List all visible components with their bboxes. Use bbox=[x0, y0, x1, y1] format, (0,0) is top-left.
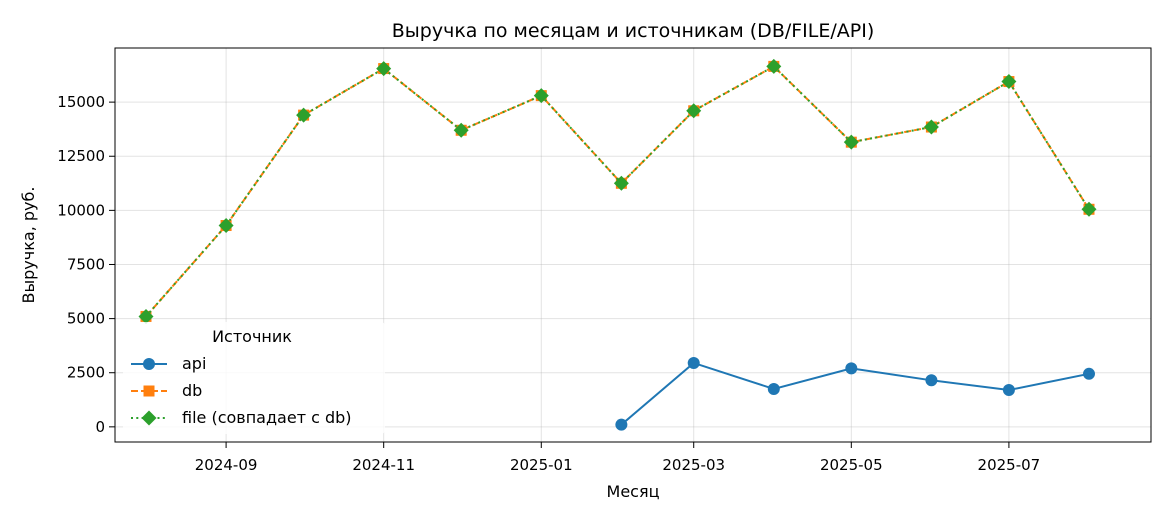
y-tick-label: 15000 bbox=[57, 93, 105, 111]
data-point bbox=[1001, 74, 1017, 90]
y-tick-label: 7500 bbox=[67, 255, 105, 273]
y-tick-label: 12500 bbox=[57, 147, 105, 165]
data-point bbox=[1081, 201, 1097, 217]
data-point bbox=[453, 122, 469, 138]
y-tick-label: 5000 bbox=[67, 310, 105, 328]
data-point bbox=[218, 218, 234, 234]
data-point bbox=[923, 119, 939, 135]
series-file bbox=[138, 58, 1097, 324]
data-point bbox=[687, 356, 700, 369]
legend-swatch-marker bbox=[143, 385, 155, 397]
data-point bbox=[615, 418, 628, 431]
x-tick-label: 2024-11 bbox=[352, 456, 415, 474]
x-tick-label: 2025-05 bbox=[820, 456, 883, 474]
data-point bbox=[925, 374, 938, 387]
legend-swatch-marker bbox=[141, 410, 157, 426]
y-tick-label: 2500 bbox=[67, 364, 105, 382]
data-point bbox=[1082, 367, 1095, 380]
x-tick-label: 2025-07 bbox=[978, 456, 1041, 474]
legend-item: db bbox=[131, 381, 202, 400]
legend-items: api db file (совпадает с db) bbox=[131, 354, 352, 427]
data-point bbox=[533, 88, 549, 104]
x-tick-label: 2025-01 bbox=[510, 456, 573, 474]
series-layer bbox=[138, 58, 1097, 431]
data-point bbox=[686, 103, 702, 119]
data-point bbox=[766, 58, 782, 74]
plot-frame bbox=[114, 47, 1152, 443]
y-tick-label: 10000 bbox=[57, 201, 105, 219]
legend-title: Источник bbox=[212, 327, 292, 346]
data-point bbox=[843, 134, 859, 150]
legend-item: api bbox=[131, 354, 206, 373]
y-tick-label: 0 bbox=[95, 418, 105, 436]
data-point bbox=[138, 308, 154, 324]
chart-title: Выручка по месяцам и источникам (DB/FILE… bbox=[392, 20, 875, 42]
legend-label: file (совпадает с db) bbox=[182, 408, 352, 427]
x-tick-label: 2025-03 bbox=[662, 456, 725, 474]
x-tick-label: 2024-09 bbox=[195, 456, 258, 474]
series-api bbox=[615, 356, 1095, 431]
legend: Источник api db file (совпадает с db) bbox=[123, 322, 385, 434]
data-point bbox=[845, 362, 858, 375]
legend-label: db bbox=[182, 381, 202, 400]
data-point bbox=[296, 107, 312, 123]
data-point bbox=[767, 382, 780, 395]
data-point bbox=[613, 175, 629, 191]
x-axis-label: Месяц bbox=[607, 482, 660, 501]
legend-label: api bbox=[182, 354, 206, 373]
axis-ticks: 2024-09 2024-11 2025-01 2025-03 2025-05 2025-… bbox=[57, 93, 1040, 474]
data-point bbox=[1002, 384, 1015, 397]
data-point bbox=[376, 61, 392, 77]
legend-item: file (совпадает с db) bbox=[131, 408, 352, 427]
legend-box bbox=[123, 322, 385, 434]
y-axis-label: Выручка, руб. bbox=[19, 187, 38, 304]
legend-swatch-marker bbox=[143, 358, 155, 370]
